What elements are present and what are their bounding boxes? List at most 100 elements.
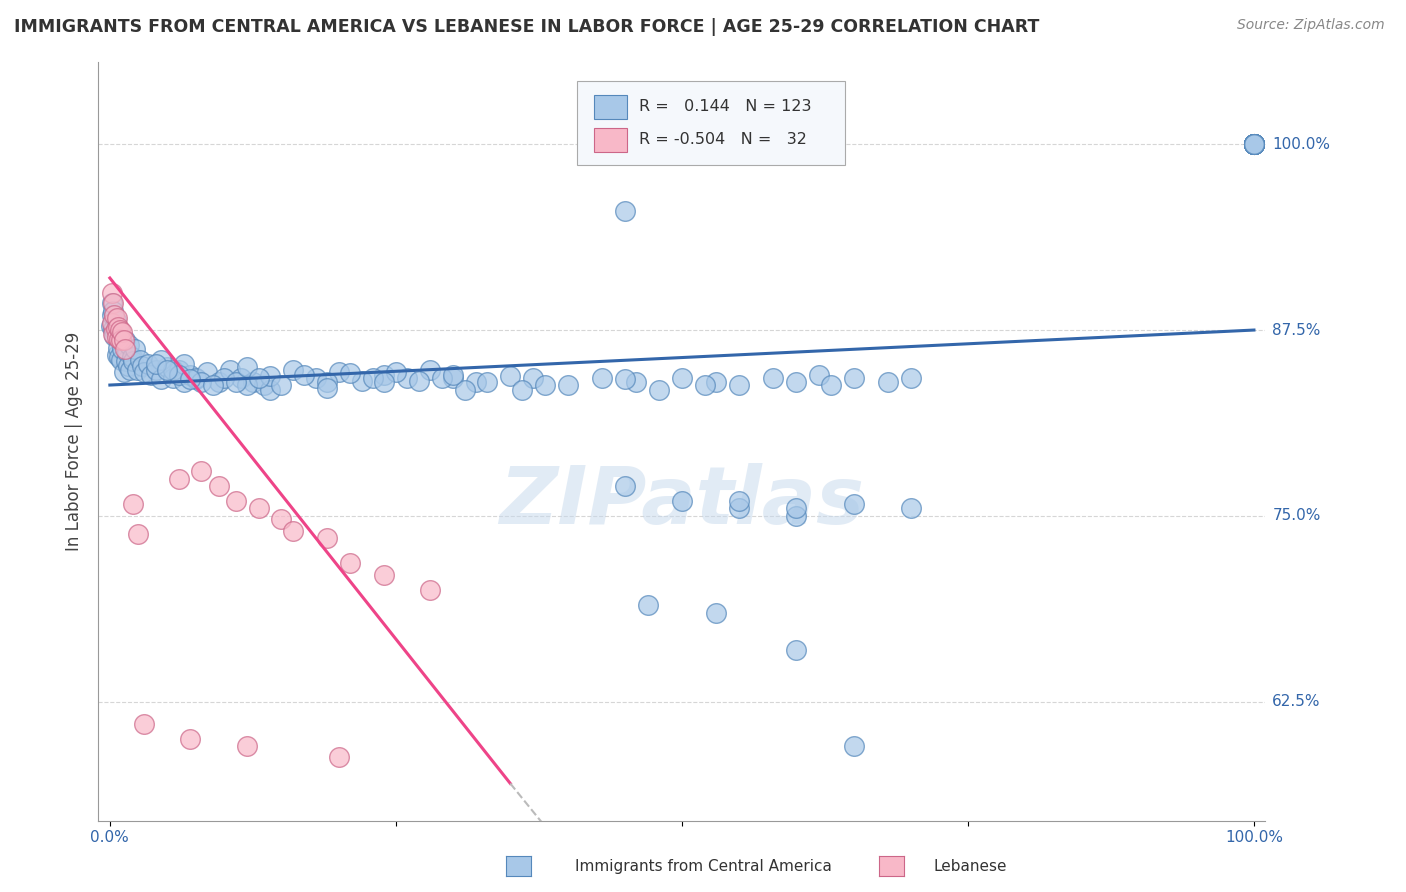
Point <box>259 383 281 397</box>
Point <box>900 501 922 516</box>
Point <box>184 370 207 384</box>
Point <box>127 526 149 541</box>
Point <box>173 357 195 371</box>
Point <box>236 739 259 754</box>
Point <box>207 375 229 389</box>
Point <box>419 363 441 377</box>
Point <box>110 352 132 367</box>
Point <box>1243 137 1265 152</box>
Point <box>1243 137 1265 152</box>
Point <box>292 368 315 382</box>
Point <box>214 370 236 384</box>
Point <box>316 531 339 545</box>
Point <box>167 472 190 486</box>
Text: 62.5%: 62.5% <box>1272 694 1320 709</box>
Point <box>1243 137 1265 152</box>
Point <box>103 303 125 318</box>
Point <box>762 370 785 384</box>
Point <box>613 372 636 386</box>
Point <box>453 383 475 397</box>
Point <box>112 365 135 379</box>
Point <box>247 370 270 384</box>
Point <box>150 372 173 386</box>
Point <box>117 359 139 373</box>
Point <box>820 378 842 392</box>
Point <box>121 350 143 364</box>
Point <box>242 375 264 389</box>
Y-axis label: In Labor Force | Age 25-29: In Labor Force | Age 25-29 <box>65 332 83 551</box>
Point <box>115 354 138 368</box>
Point <box>136 357 159 371</box>
Point <box>624 375 647 389</box>
Point <box>195 365 218 379</box>
Point <box>693 378 716 392</box>
Point <box>1243 137 1265 152</box>
Text: 100.0%: 100.0% <box>1272 136 1330 152</box>
Point <box>127 363 149 377</box>
Point <box>637 598 659 612</box>
Point <box>156 363 179 377</box>
Point <box>499 369 522 384</box>
Point <box>842 739 865 754</box>
Point <box>785 501 807 516</box>
Point <box>101 296 124 310</box>
Point <box>201 378 224 392</box>
Point <box>557 378 579 392</box>
Point <box>728 494 751 508</box>
Point <box>225 494 247 508</box>
Point <box>207 479 229 493</box>
Point <box>167 368 190 382</box>
Point <box>114 334 136 348</box>
Point <box>728 501 751 516</box>
Point <box>111 325 134 339</box>
Point <box>704 606 727 620</box>
Point <box>270 378 292 392</box>
Point <box>1243 137 1265 152</box>
Point <box>247 501 270 516</box>
Point <box>179 372 201 386</box>
Point <box>107 341 129 355</box>
Point <box>120 363 142 377</box>
Point <box>876 375 898 389</box>
Point <box>105 323 128 337</box>
Point <box>510 383 533 397</box>
Text: 75.0%: 75.0% <box>1272 508 1320 524</box>
Point <box>179 368 201 382</box>
Point <box>339 366 361 380</box>
Point <box>259 369 281 384</box>
Point <box>591 370 613 384</box>
Point <box>419 583 441 598</box>
Point <box>219 363 242 377</box>
Point <box>121 497 143 511</box>
Point <box>190 464 212 478</box>
Point <box>408 374 430 388</box>
Text: Source: ZipAtlas.com: Source: ZipAtlas.com <box>1237 18 1385 32</box>
Point <box>613 479 636 493</box>
Point <box>728 378 751 392</box>
Point <box>522 370 544 384</box>
Point <box>162 370 184 384</box>
Point <box>842 370 865 384</box>
Point <box>104 312 127 326</box>
Text: R = -0.504   N =   32: R = -0.504 N = 32 <box>638 132 807 147</box>
Point <box>112 334 135 348</box>
Point <box>1243 137 1265 152</box>
FancyBboxPatch shape <box>576 81 845 165</box>
Point <box>1243 137 1265 152</box>
Point <box>145 357 167 371</box>
Point <box>1243 137 1265 152</box>
Point <box>108 350 131 364</box>
Point <box>842 497 865 511</box>
Point <box>103 308 125 322</box>
Point <box>114 343 136 357</box>
Point <box>281 363 304 377</box>
Point <box>373 568 395 582</box>
Point <box>1243 137 1265 152</box>
Point <box>104 321 127 335</box>
Point <box>316 375 339 389</box>
Point <box>156 360 179 375</box>
Point <box>441 368 464 382</box>
Point <box>101 308 124 322</box>
Point <box>225 375 247 389</box>
Point <box>373 368 395 382</box>
